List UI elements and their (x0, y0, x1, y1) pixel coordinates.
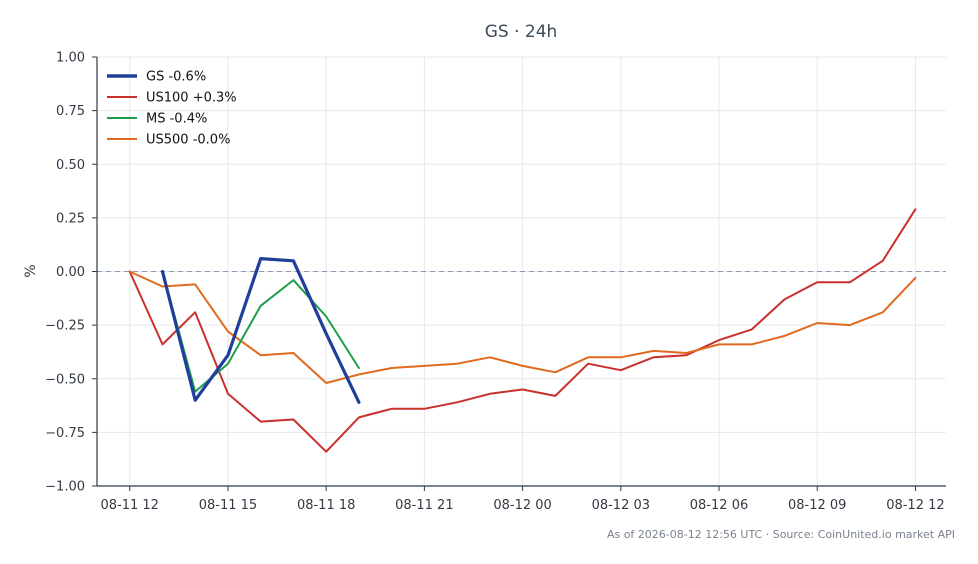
y-tick-label: −0.75 (45, 426, 85, 441)
axes (92, 56, 946, 491)
series-line-0 (160, 257, 361, 404)
y-tick-label: −0.25 (45, 319, 85, 334)
x-tick-label: 08-12 12 (886, 498, 944, 513)
legend-label: GS -0.6% (146, 70, 206, 85)
y-axis-label: % (23, 264, 39, 277)
y-tick-label: 0.00 (56, 265, 85, 280)
y-tick-labels: 1.00 0.75 0.50 0.25 0.00 −0.25 −0.50 −0.75 −1.00 (45, 51, 85, 495)
x-tick-label: 08-12 09 (788, 498, 846, 513)
series-line-1 (128, 208, 917, 453)
series-line-2 (161, 270, 360, 393)
legend-label: US500 -0.0% (146, 133, 230, 148)
series-line-3 (128, 270, 917, 384)
x-tick-labels: 08-11 12 08-11 15 08-11 18 08-11 21 08-12 00… (101, 498, 945, 513)
legend: GS -0.6% US100 +0.3% MS -0.4% US500 -0.0% (107, 70, 237, 148)
legend-label: MS -0.4% (146, 112, 207, 127)
source-footer: As of 2026-08-12 12:56 UTC · Source: Coi… (607, 528, 955, 541)
legend-label: US100 +0.3% (146, 91, 237, 106)
x-tick-label: 08-12 00 (493, 498, 551, 513)
x-tick-label: 08-11 12 (101, 498, 159, 513)
y-tick-label: 0.50 (56, 158, 85, 173)
y-tick-label: 0.75 (56, 104, 85, 119)
y-tick-label: −1.00 (45, 480, 85, 495)
x-tick-label: 08-12 03 (592, 498, 650, 513)
y-tick-label: 0.25 (56, 211, 85, 226)
x-tick-label: 08-11 15 (199, 498, 257, 513)
x-tick-label: 08-12 06 (690, 498, 748, 513)
chart-title: GS · 24h (485, 22, 558, 42)
y-tick-label: −0.50 (45, 372, 85, 387)
x-tick-label: 08-11 21 (395, 498, 453, 513)
series-layer (128, 208, 917, 453)
x-tick-label: 08-11 18 (297, 498, 355, 513)
y-tick-label: 1.00 (56, 51, 85, 66)
